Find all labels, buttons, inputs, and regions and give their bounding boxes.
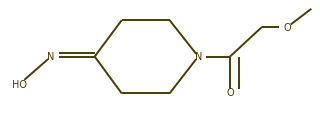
Text: O: O (284, 23, 291, 33)
Text: N: N (47, 52, 55, 62)
Text: N: N (195, 52, 202, 62)
Text: O: O (226, 88, 234, 97)
Text: HO: HO (12, 79, 27, 89)
